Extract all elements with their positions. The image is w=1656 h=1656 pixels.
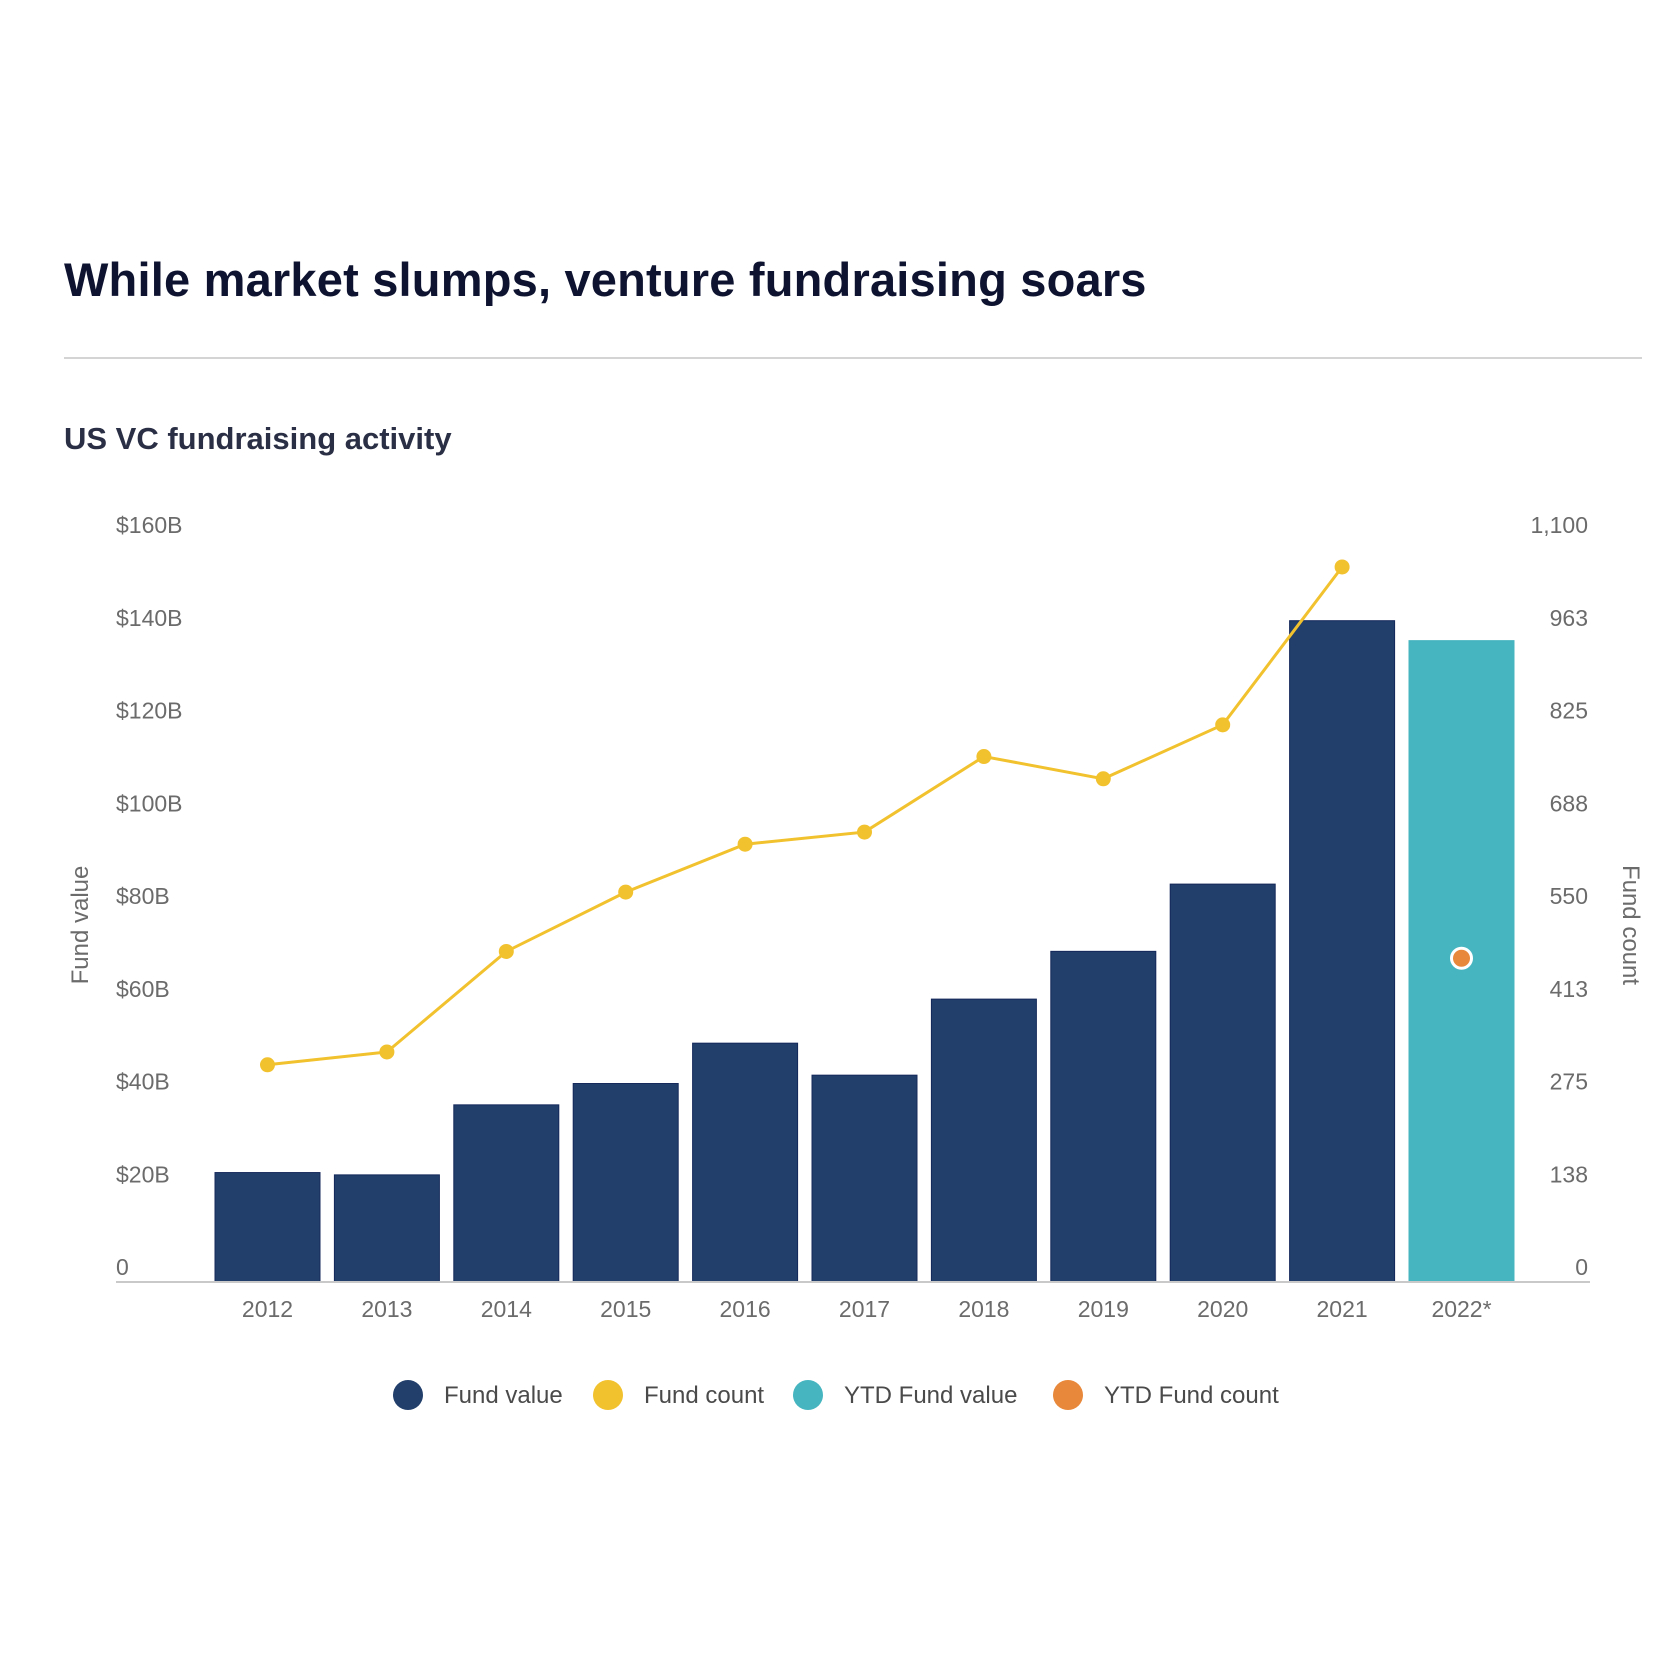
y-tick-label: $60B: [116, 976, 170, 1002]
x-tick-label: 2012: [242, 1296, 293, 1322]
y2-tick-label: 413: [1550, 976, 1588, 1002]
fund-value-bar-2012: [214, 1172, 321, 1283]
y-axis-left-ticks: 0 $20B $40B $60B $80B $100B $120B $140B $160B: [116, 512, 183, 1280]
y-tick-label: $80B: [116, 883, 170, 909]
title-divider: [64, 357, 1642, 359]
fund-count-point-2018: [976, 749, 992, 765]
x-tick-label: 2021: [1317, 1296, 1368, 1322]
y2-tick-label: 1,100: [1530, 512, 1588, 538]
fund-value-bar-2021: [1289, 620, 1396, 1283]
fund-value-bar-2019: [1050, 950, 1157, 1283]
x-tick-label: 2020: [1197, 1296, 1248, 1322]
ytd-fund-count-point-2022*: [1450, 946, 1473, 970]
y-tick-label: $20B: [116, 1161, 170, 1187]
y-tick-label: $40B: [116, 1069, 170, 1095]
fund-count-point-2017: [857, 824, 872, 840]
y2-tick-label: 688: [1550, 790, 1588, 816]
y2-tick-label: 550: [1550, 883, 1588, 909]
fund-count-line: [267, 566, 1344, 1067]
fund-count-point-2015: [618, 884, 634, 900]
fund-value-bar-2015: [572, 1083, 679, 1283]
fund-count-point-2013: [379, 1044, 395, 1060]
fund-count-point-2014: [498, 943, 514, 959]
x-tick-label: 2018: [958, 1296, 1009, 1322]
fund-value-bar-2020: [1169, 883, 1276, 1283]
fund-value-bar-2017: [811, 1074, 918, 1283]
y2-tick-label: 275: [1550, 1069, 1588, 1095]
y2-tick-label: 825: [1550, 698, 1588, 724]
y-axis-right-title: Fund count: [1617, 865, 1644, 985]
y-axis-right-ticks: 0 138 275 413 550 688 825 963 1,100: [1530, 512, 1588, 1280]
fund-count-point-2020: [1215, 717, 1231, 733]
y-tick-label: $140B: [116, 605, 183, 631]
x-tick-label: 2019: [1078, 1296, 1129, 1322]
fund-count-point-2019: [1095, 771, 1111, 787]
y-tick-label: 0: [116, 1254, 129, 1280]
bars-layer: [214, 620, 1515, 1283]
y-tick-label: $160B: [116, 512, 183, 538]
x-tick-label: 2015: [600, 1296, 651, 1322]
legend: Fund value Fund count YTD Fund value YTD Fu…: [393, 1380, 1279, 1410]
legend-swatch-fund-value: [393, 1380, 423, 1410]
chart-title: While market slumps, venture fundraising…: [64, 253, 1147, 306]
y2-tick-label: 0: [1575, 1254, 1588, 1280]
x-tick-label: 2017: [839, 1296, 890, 1322]
y2-tick-label: 963: [1550, 605, 1588, 631]
x-tick-label: 2016: [720, 1296, 771, 1322]
y-tick-label: $120B: [116, 698, 183, 724]
x-axis-ticks: 2012 2013 2014 2015 2016 2017 2018 2019 2020 2021…: [242, 1296, 1492, 1322]
fund-value-bar-2016: [692, 1042, 799, 1283]
legend-swatch-fund-count: [593, 1380, 623, 1410]
legend-label-fund-value: Fund value: [444, 1382, 563, 1409]
legend-label-ytd-fund-count: YTD Fund count: [1104, 1382, 1279, 1409]
legend-swatch-ytd-fund-value: [793, 1380, 823, 1410]
fund-value-bar-2013: [333, 1174, 440, 1283]
legend-label-fund-count: Fund count: [644, 1382, 764, 1409]
fund-value-bar-2014: [453, 1104, 560, 1283]
fund-count-line-layer: [260, 559, 1473, 1073]
fund-count-point-2016: [737, 836, 753, 852]
fund-count-point-2021: [1334, 559, 1350, 575]
x-tick-label: 2014: [481, 1296, 532, 1322]
chart-subtitle: US VC fundraising activity: [64, 421, 452, 456]
y-tick-label: $100B: [116, 790, 183, 816]
y2-tick-label: 138: [1550, 1161, 1588, 1187]
fund-value-bar-2018: [930, 998, 1037, 1283]
legend-swatch-ytd-fund-count: [1053, 1380, 1083, 1410]
y-axis-left-title: Fund value: [67, 866, 94, 985]
x-tick-label: 2013: [361, 1296, 412, 1322]
fund-count-point-2012: [260, 1057, 275, 1073]
x-tick-label: 2022*: [1431, 1296, 1491, 1322]
legend-label-ytd-fund-value: YTD Fund value: [844, 1382, 1017, 1409]
